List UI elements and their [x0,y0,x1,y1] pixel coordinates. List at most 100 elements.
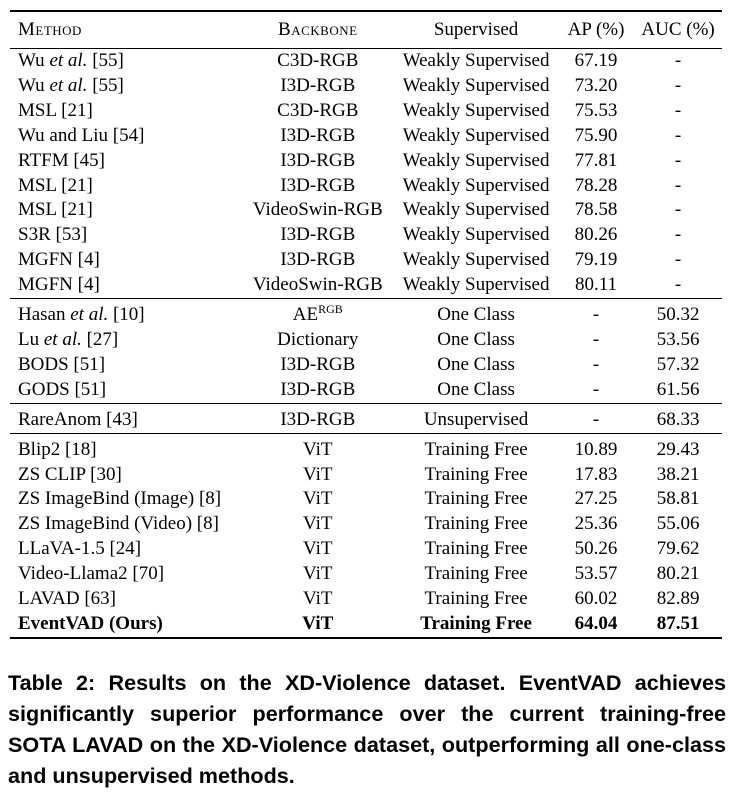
cell-supervised: Training Free [424,488,528,510]
backbone-name: I3D-RGB [280,224,356,246]
table-row: RTFM [45] I3D-RGB Weakly Supervised 77.81 - [10,149,722,174]
cell-auc: 61.56 [656,378,700,400]
cell-method: ZS ImageBind (Video) [8] [10,512,241,537]
method-name: ZS CLIP [30] [18,463,122,485]
table-row: MSL [21] I3D-RGB Weakly Supervised 78.28 - [10,174,722,199]
cell-supervised: Weakly Supervised [402,149,550,171]
cell-supervised: Training Free [424,588,528,610]
cell-supervised: Weakly Supervised [402,174,550,196]
cell-auc: 57.32 [656,353,700,375]
cell-backbone: AERGB [241,298,395,328]
cell-auc: 38.21 [656,463,700,485]
method-name: Wu [18,74,50,96]
cell-auc: 55.06 [656,513,700,535]
method-name: MGFN [4] [18,249,100,271]
cell-auc: - [674,199,682,221]
cell-auc: - [674,74,682,96]
backbone-name: I3D-RGB [280,353,356,375]
method-name: MSL [21] [18,174,93,196]
cell-supervised: Weakly Supervised [402,274,550,296]
method-citation: [55] [87,50,124,71]
method-name: MGFN [4] [18,274,100,296]
table-row: EventVAD (Ours) ViT Training Free 64.04 87.5… [10,611,722,639]
backbone-name: ViT [302,612,334,634]
table-row: LAVAD [63] ViT Training Free 60.02 82.89 [10,587,722,612]
cell-supervised: Training Free [424,538,528,560]
cell-supervised: Weakly Supervised [402,50,550,71]
cell-ap: 10.89 [557,432,635,463]
cell-backbone: ViT [241,562,394,587]
cell-supervised: Weakly Supervised [402,199,550,221]
cell-method: Video-Llama2 [70] [10,562,241,587]
table-row: Blip2 [18] ViT Training Free 10.89 29.43 [10,432,722,463]
cell-method: MSL [21] [10,99,241,124]
table-row: LLaVA-1.5 [24] ViT Training Free 50.26 79.62 [10,537,722,562]
header-backbone: Backbone [278,19,358,40]
cell-auc: 82.89 [656,588,700,610]
table-row: MSL [21] VideoSwin-RGB Weakly Supervised 78… [10,198,722,223]
cell-backbone: I3D-RGB [241,378,394,403]
cell-supervised: Weakly Supervised [402,99,550,121]
cell-ap: 75.90 [574,124,618,146]
table-row: MSL [21] C3D-RGB Weakly Supervised 75.53 - [10,99,722,124]
cell-ap: - [557,298,635,328]
table-caption: Table 2: Results on the XD-Violence data… [8,670,726,788]
cell-supervised: Training Free [394,432,558,463]
table-row: ZS ImageBind (Image) [8] ViT Training Free… [10,487,722,512]
cell-method: Hasan et al. [10] [10,298,242,328]
backbone-name: I3D-RGB [280,74,356,96]
cell-method: ZS ImageBind (Image) [8] [10,487,241,512]
backbone-name: VideoSwin-RGB [252,199,383,221]
backbone-name: I3D-RGB [280,124,356,146]
method-et-al: et al. [43,328,82,350]
method-name: RTFM [45] [18,149,106,171]
method-name: BODS [51] [18,353,106,375]
backbone-name: ViT [303,438,333,460]
method-et-al: et al. [70,304,109,326]
method-name: Wu [18,50,50,71]
table-row: ZS ImageBind (Video) [8] ViT Training Free… [10,512,722,537]
cell-auc: - [674,50,682,71]
cell-method: ZS CLIP [30] [10,463,241,488]
table-row: RareAnom [43] I3D-RGB Unsupervised -68.33 [10,402,722,434]
cell-method: MSL [21] [10,198,241,223]
cell-auc: - [674,274,682,296]
cell-method: MSL [21] [10,174,241,199]
cell-ap: 53.57 [574,563,618,585]
cell-ap: 77.81 [574,149,618,171]
cell-ap: 27.25 [574,488,618,510]
method-name: Blip2 [18] [18,438,97,460]
cell-backbone: C3D-RGB [241,49,394,74]
cell-backbone: I3D-RGB [241,74,394,99]
table-row: BODS [51] I3D-RGB One Class - 57.32 [10,353,722,378]
method-name: EventVAD (Ours) [18,612,163,634]
method-name: Wu and Liu [54] [18,124,145,146]
method-name: RareAnom [43] [18,408,138,430]
cell-ap: 60.02 [574,588,618,610]
table-row: MGFN [4] I3D-RGB Weakly Supervised 79.19 - [10,248,722,273]
backbone-superscript: RGB [318,302,343,317]
cell-auc: 53.56 [656,328,700,350]
cell-supervised: One Class [437,378,515,400]
cell-auc: - [674,224,682,246]
cell-supervised: Weakly Supervised [402,249,550,271]
table-row: Wu and Liu [54] I3D-RGB Weakly Supervised 7… [10,124,722,149]
cell-method: MGFN [4] [10,248,241,273]
cell-supervised: Weakly Supervised [402,74,550,96]
cell-backbone: Dictionary [241,328,394,353]
backbone-name: I3D-RGB [280,249,356,271]
backbone-name: C3D-RGB [277,99,359,121]
cell-method: LAVAD [63] [10,587,241,612]
cell-method: Blip2 [18] [10,432,242,463]
cell-ap: - [592,353,600,375]
backbone-name: ViT [303,563,333,585]
table-row: Video-Llama2 [70] ViT Training Free 53.57 80… [10,562,722,587]
method-citation: [27] [81,328,119,350]
cell-supervised: One Class [437,353,515,375]
method-name: Hasan [18,304,71,326]
cell-supervised: One Class [394,298,558,328]
cell-method: Wu et al. [55] [10,49,241,74]
cell-supervised: Weakly Supervised [402,124,550,146]
results-table: Method Backbone Supervised AP (%) AUC (%… [10,10,722,639]
